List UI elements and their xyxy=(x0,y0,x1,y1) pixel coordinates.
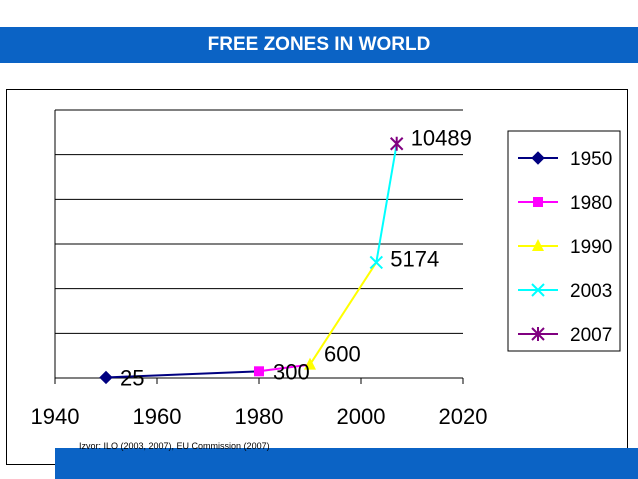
legend-label: 2003 xyxy=(570,281,612,302)
x-tick-label: 2000 xyxy=(337,404,386,429)
source-note: Izvor: ILO (2003, 2007), EU Commission (… xyxy=(79,441,270,451)
series-markers xyxy=(99,136,404,385)
marker-diamond xyxy=(99,370,113,385)
x-tick-label: 1960 xyxy=(133,404,182,429)
marker-star xyxy=(531,327,545,341)
bottom-band xyxy=(55,448,638,479)
series-lines xyxy=(105,143,398,379)
axes: 1940 1960 1980 2000 2020 xyxy=(31,110,488,429)
data-label: 25 xyxy=(120,365,144,390)
data-label: 300 xyxy=(273,359,310,384)
title-banner: FREE ZONES IN WORLD xyxy=(0,27,638,63)
series-line-2003 xyxy=(375,143,398,263)
legend-box xyxy=(507,130,621,352)
legend-label: 1990 xyxy=(570,237,612,258)
data-labels: 25 300 600 5174 10489 xyxy=(120,126,472,391)
legend-label: 1980 xyxy=(570,193,612,214)
data-label: 5174 xyxy=(390,246,439,271)
series-line-1950 xyxy=(105,370,260,379)
legend: 1950 1980 1990 2003 2007 xyxy=(507,130,621,352)
marker-diamond xyxy=(531,151,545,165)
data-label: 600 xyxy=(324,342,361,367)
page-title: FREE ZONES IN WORLD xyxy=(207,34,431,55)
legend-label: 2007 xyxy=(570,325,612,346)
x-tick-label: 1940 xyxy=(31,404,80,429)
series-line-1980 xyxy=(258,363,311,373)
marker-triangle xyxy=(532,239,544,251)
data-label: 10489 xyxy=(411,126,472,151)
series-line-1990 xyxy=(309,261,378,366)
x-tick-label: 2020 xyxy=(439,404,488,429)
marker-triangle xyxy=(304,357,316,370)
legend-label: 1950 xyxy=(570,149,612,170)
marker-star xyxy=(389,136,404,151)
marker-x xyxy=(369,255,384,270)
x-tick-label: 1980 xyxy=(235,404,284,429)
marker-x xyxy=(531,283,545,297)
marker-square xyxy=(254,366,264,377)
marker-square xyxy=(533,197,543,207)
